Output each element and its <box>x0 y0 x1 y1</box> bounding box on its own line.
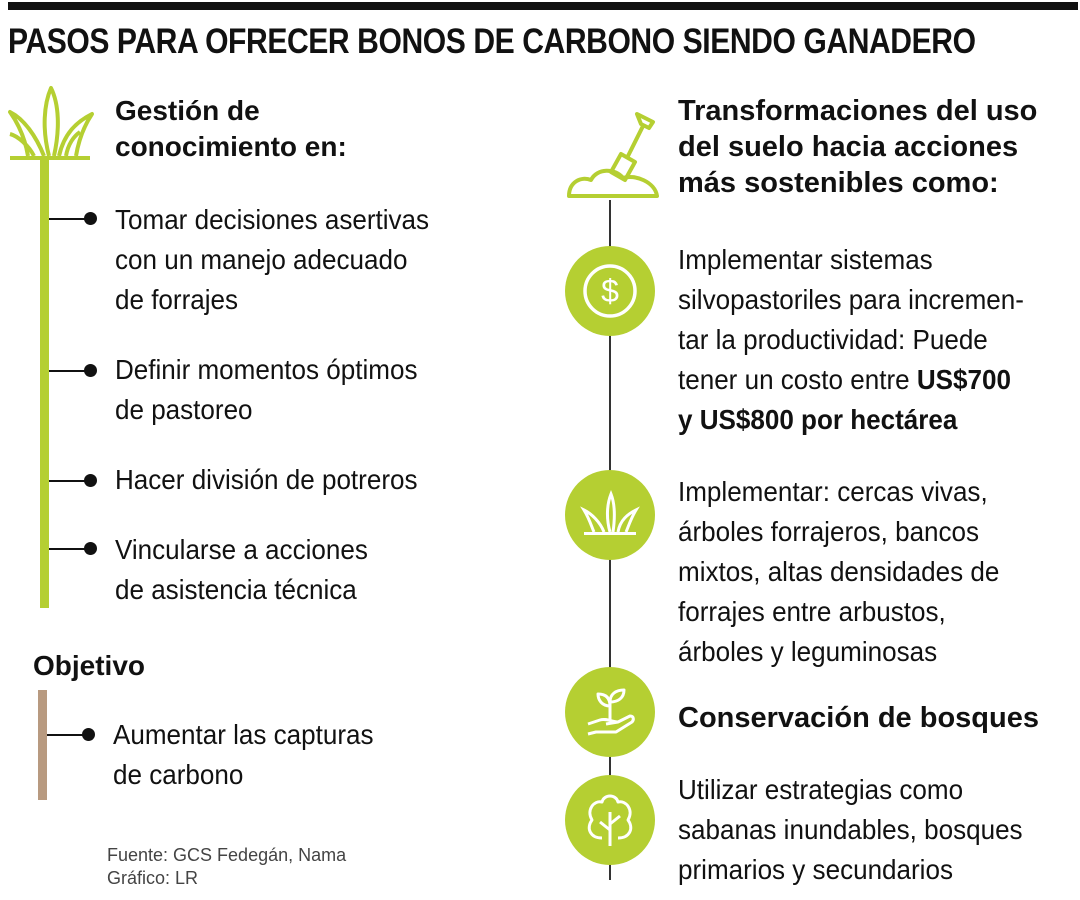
list-item: Hacer división de potreros <box>115 464 418 495</box>
top-rule <box>8 2 1078 10</box>
dollar-icon: $ <box>565 246 655 336</box>
bullet <box>82 728 95 741</box>
tree-icon <box>565 775 655 865</box>
list-item: Utilizar estrategias como sabanas inundab… <box>678 774 1023 885</box>
plant-hand-icon <box>565 667 655 757</box>
objective-heading: Objetivo <box>33 650 146 681</box>
list-item: Tomar decisiones asertivas con un manejo … <box>115 204 430 315</box>
bullet <box>84 542 97 555</box>
bullet <box>84 364 97 377</box>
grass-icon <box>565 470 655 560</box>
objective-stem <box>38 690 47 800</box>
list-item: Vincularse a acciones de asistencia técni… <box>115 534 368 605</box>
source: Fuente: GCS Fedegán, Nama Gráfico: LR <box>107 845 347 888</box>
svg-text:$: $ <box>601 273 619 309</box>
page-title: PASOS PARA OFRECER BONOS DE CARBONO SIEN… <box>8 22 976 61</box>
knowledge-stem <box>40 160 49 608</box>
forest-conservation: Conservación de bosques <box>678 702 1039 734</box>
shovel-soil-icon <box>567 112 659 198</box>
objective-item: Aumentar las capturas de carbono <box>113 719 374 790</box>
land-use-heading: Transformaciones del uso del suelo hacia … <box>678 95 1038 199</box>
bullet <box>84 212 97 225</box>
list-item: Definir momentos óptimos de pastoreo <box>115 354 418 425</box>
heading-line: conocimiento en: <box>115 131 347 162</box>
grass-icon <box>8 86 94 160</box>
heading-line: Gestión de <box>115 95 260 126</box>
list-item: Implementar sistemas silvopastoriles par… <box>678 244 1024 435</box>
knowledge-heading: Gestión de conocimiento en: <box>115 93 347 165</box>
list-item: Implementar: cercas vivas, árboles forraj… <box>678 476 1000 667</box>
bullet <box>84 474 97 487</box>
